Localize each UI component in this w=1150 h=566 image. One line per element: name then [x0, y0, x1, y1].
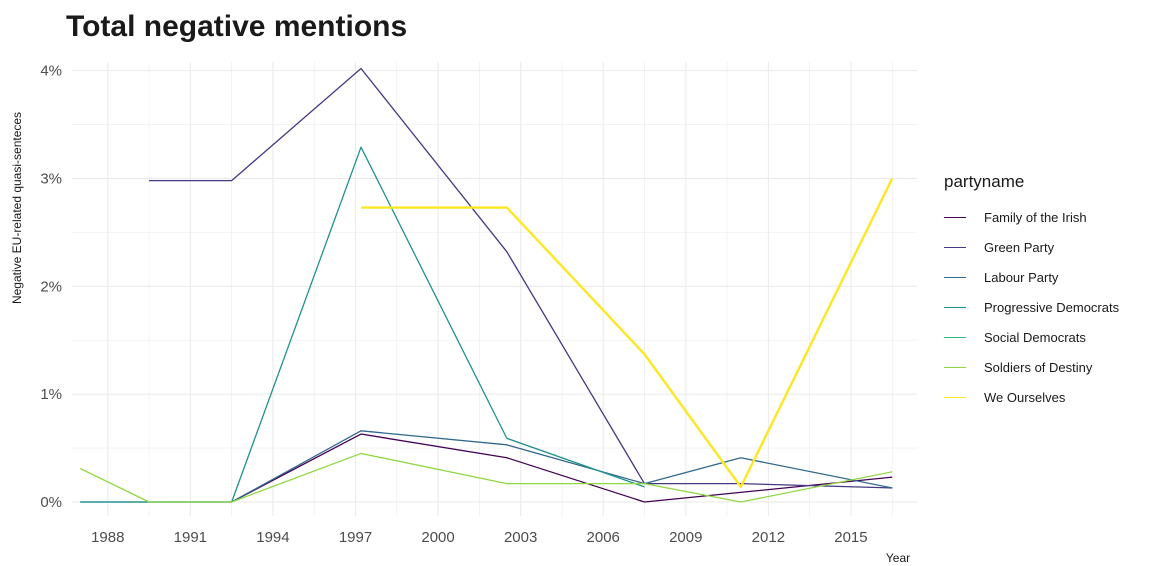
x-tick-label: 2009	[669, 529, 702, 546]
legend-label: Green Party	[984, 240, 1054, 255]
y-axis-title: Negative EU-related quasi-senteces	[10, 112, 24, 304]
series-line	[80, 431, 892, 502]
x-axis-title: Year	[886, 551, 910, 565]
y-tick-label: 1%	[40, 386, 62, 403]
x-tick-label: 2003	[504, 529, 537, 546]
legend-item: Green Party	[944, 232, 1119, 262]
legend-item: Social Democrats	[944, 322, 1119, 352]
legend-key	[944, 217, 966, 218]
legend-title: partyname	[944, 172, 1119, 192]
legend-label: Progressive Democrats	[984, 300, 1119, 315]
grid	[72, 62, 917, 516]
legend-label: Labour Party	[984, 270, 1058, 285]
x-tick-label: 2000	[421, 529, 454, 546]
legend-label: Soldiers of Destiny	[984, 360, 1092, 375]
legend-item: Labour Party	[944, 262, 1119, 292]
x-tick-label: 2015	[834, 529, 867, 546]
legend: partyname Family of the Irish Green Party…	[944, 172, 1119, 412]
legend-key	[944, 247, 966, 248]
legend-key	[944, 367, 966, 368]
legend-items: Family of the Irish Green Party Labour Par…	[944, 202, 1119, 412]
x-axis: 1988 1991 1994 1997 2000 2003 2006 2009 2012 2015	[91, 529, 868, 546]
legend-item: Soldiers of Destiny	[944, 352, 1119, 382]
series-line	[80, 453, 892, 502]
legend-item: We Ourselves	[944, 382, 1119, 412]
y-tick-label: 2%	[40, 278, 62, 295]
legend-label: Family of the Irish	[984, 210, 1087, 225]
legend-key	[944, 337, 966, 338]
y-tick-label: 4%	[40, 63, 62, 80]
legend-label: Social Democrats	[984, 330, 1086, 345]
legend-item: Family of the Irish	[944, 202, 1119, 232]
series-lines	[80, 68, 892, 502]
legend-label: We Ourselves	[984, 390, 1065, 405]
x-tick-label: 1988	[91, 529, 124, 546]
series-line	[80, 147, 644, 502]
legend-item: Progressive Democrats	[944, 292, 1119, 322]
x-tick-label: 1994	[256, 529, 289, 546]
y-tick-label: 3%	[40, 170, 62, 187]
x-tick-label: 1991	[174, 529, 207, 546]
series-line	[361, 178, 892, 486]
y-tick-label: 0%	[40, 494, 62, 511]
legend-key	[944, 307, 966, 308]
legend-key	[944, 277, 966, 278]
legend-key	[944, 397, 966, 398]
x-tick-label: 2006	[587, 529, 620, 546]
x-tick-label: 1997	[339, 529, 372, 546]
x-tick-label: 2012	[752, 529, 785, 546]
y-axis: 0% 1% 2% 3% 4%	[40, 63, 62, 511]
